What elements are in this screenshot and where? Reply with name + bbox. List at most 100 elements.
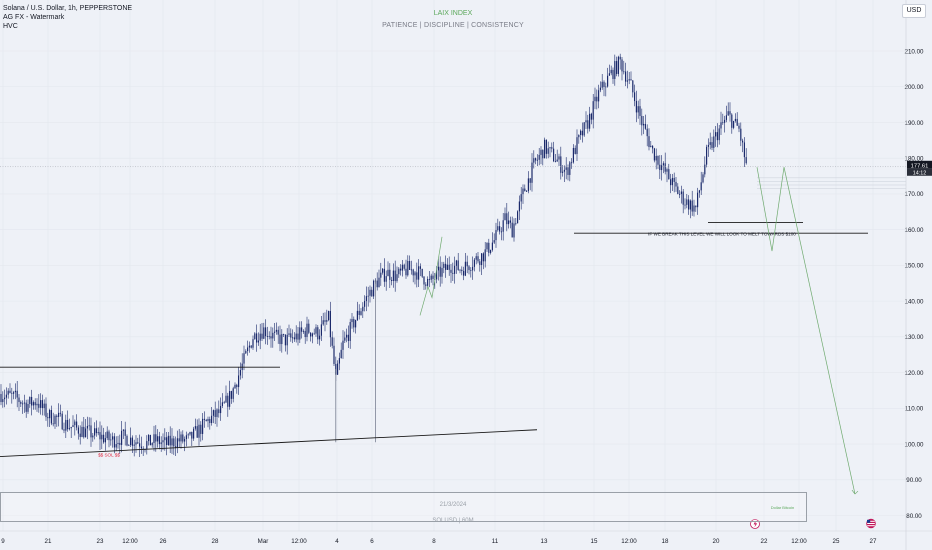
candle-body — [74, 421, 76, 426]
candle-body — [88, 425, 90, 427]
candle-body — [574, 147, 576, 154]
time-tick-label: Mar — [258, 538, 269, 545]
lightning-glyph — [753, 520, 758, 528]
candle-body — [184, 439, 186, 442]
candle-body — [265, 327, 267, 337]
candle-body — [686, 199, 688, 205]
indicator-watermark-legend[interactable]: AG FX - Watermark — [3, 14, 65, 21]
time-tick-label: 12:00 — [791, 538, 807, 545]
candle-body — [590, 113, 592, 120]
candle-body — [576, 137, 578, 154]
candle-body — [349, 322, 351, 341]
candle-body — [81, 426, 83, 437]
price-tick-label: 100.00 — [905, 441, 924, 448]
time-axis[interactable]: 9 21 23 12:00 26 28 Mar 12:00 4 6 8 11 13 15 12:00 18 20… — [0, 530, 932, 545]
candle-body — [135, 442, 137, 445]
candle-body — [212, 410, 214, 416]
candle-body — [545, 139, 547, 154]
symbol-legend[interactable]: Solana / U.S. Dollar, 1h, PEPPERSTONE — [3, 5, 133, 12]
last-price-label: 177.61 — [911, 163, 929, 169]
indicator-hvc-legend[interactable]: HVC — [3, 23, 18, 30]
candle-body — [342, 340, 344, 350]
time-tick-label: 9 — [1, 538, 5, 545]
candle-body — [691, 200, 693, 212]
us-flag-icon — [866, 518, 876, 529]
candle-body — [311, 333, 313, 337]
candle-body — [54, 415, 56, 425]
candle-body — [659, 164, 661, 171]
candle-body — [371, 289, 373, 297]
candle-body — [598, 90, 600, 102]
candle-body — [153, 434, 155, 444]
candle-body — [391, 279, 393, 281]
candle-body — [47, 417, 49, 419]
candle-body — [140, 446, 142, 449]
candle-body — [409, 260, 411, 270]
price-tick-label: 80.00 — [906, 513, 922, 520]
candle-body — [22, 403, 24, 405]
watermark-title: LAIX INDEX — [433, 10, 473, 17]
candle-body — [461, 269, 463, 272]
candle-body — [655, 155, 657, 161]
candle-body — [608, 73, 610, 76]
candle-body — [65, 419, 67, 431]
watermark-subtitle: PATIENCE | DISCIPLINE | CONSISTENCY — [382, 22, 524, 29]
candle-body — [538, 154, 540, 160]
time-tick-label: 22 — [761, 538, 768, 545]
candle-body — [601, 81, 603, 88]
candle-body — [175, 446, 177, 448]
candle-body — [365, 296, 367, 302]
candle-body — [623, 71, 625, 73]
candle-body — [329, 311, 331, 338]
watermark-side-label: Dollar Bitcoin — [770, 505, 795, 510]
candle-body — [661, 165, 663, 171]
candle-body — [216, 409, 218, 417]
candle-body — [580, 130, 582, 135]
candle-body — [457, 260, 459, 270]
candle-body — [344, 337, 346, 341]
candle-body — [430, 275, 432, 280]
candle-body — [2, 399, 4, 403]
candle-body — [450, 269, 452, 273]
countdown-label: 14:12 — [913, 170, 927, 176]
level-tag: $$ SOL $$ — [98, 452, 120, 457]
price-axis[interactable]: 80.00 90.00 100.00 110.00 120.00 130.00 140.00… — [905, 0, 932, 550]
candle-body — [14, 390, 16, 393]
candle-body — [369, 289, 371, 296]
candle-body — [405, 268, 407, 276]
candle-body — [61, 413, 63, 430]
candle-body — [688, 199, 690, 210]
projection-path — [756, 167, 856, 495]
candle-body — [617, 56, 619, 74]
candle-body — [652, 145, 654, 149]
candle-body — [648, 136, 650, 148]
price-tick-label: 150.00 — [905, 263, 924, 270]
candle-body — [292, 337, 294, 339]
candle-body — [560, 156, 562, 173]
candle-body — [515, 223, 517, 225]
candle-body — [718, 128, 720, 141]
candle-body — [572, 147, 574, 163]
price-tick-label: 180.00 — [905, 156, 924, 163]
candle-body — [83, 426, 85, 438]
candle-body — [679, 193, 681, 195]
candle-body — [137, 442, 139, 444]
currency-button[interactable]: USD — [902, 4, 926, 18]
candle-body — [551, 147, 553, 149]
candle-body — [493, 240, 495, 243]
candle-body — [455, 260, 457, 266]
time-tick-label: 4 — [335, 538, 339, 545]
candle-body — [653, 148, 655, 161]
candle-body — [475, 256, 477, 260]
candle-body — [121, 430, 123, 445]
candle-body — [680, 191, 682, 195]
candle-body — [373, 280, 375, 297]
candle-body — [558, 156, 560, 160]
candle-body — [603, 81, 605, 87]
candle-body — [423, 276, 425, 285]
candle-body — [446, 264, 448, 270]
candle-body — [90, 425, 92, 438]
candle-body — [108, 431, 110, 441]
candle-body — [284, 334, 286, 346]
